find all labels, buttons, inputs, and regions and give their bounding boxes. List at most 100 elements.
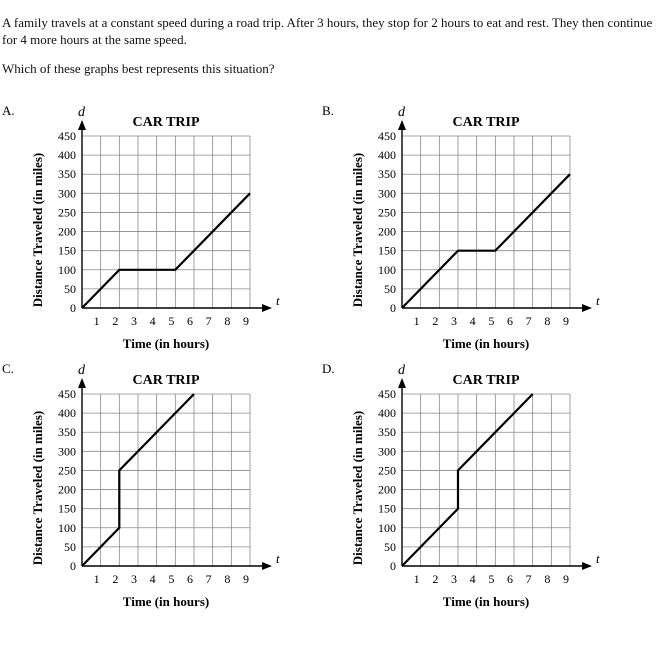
y-tick-label: 400 bbox=[378, 148, 396, 162]
y-axis-letter: d bbox=[78, 363, 86, 378]
x-tick-label: 1 bbox=[94, 572, 100, 586]
x-tick-label: 1 bbox=[414, 572, 420, 586]
x-tick-label: 6 bbox=[507, 572, 513, 586]
y-tick-label: 100 bbox=[378, 521, 396, 535]
chart-svg-3: D. t d CAR TRIP 0 50 100 150 200 250 300 350 400 450 1… bbox=[322, 361, 600, 609]
y-tick-label: 100 bbox=[58, 263, 76, 277]
chart-svg-2: C. t d CAR TRIP 0 50 100 150 200 250 300 350 400 450 1… bbox=[2, 361, 280, 609]
y-tick-label: 250 bbox=[58, 205, 76, 219]
series-line-trip bbox=[401, 173, 571, 309]
x-tick-label: 8 bbox=[544, 572, 550, 586]
x-tick-label: 9 bbox=[563, 314, 569, 328]
y-axis-label: Distance Traveled (in miles) bbox=[350, 153, 365, 307]
x-tick-label: 9 bbox=[243, 572, 249, 586]
x-axis-label: Time (in hours) bbox=[443, 336, 529, 351]
x-tick-label: 5 bbox=[488, 314, 494, 328]
y-axis-letter: d bbox=[398, 105, 406, 120]
x-tick-label: 5 bbox=[168, 572, 174, 586]
graph-option-c[interactable]: C. t d CAR TRIP 0 50 100 150 200 250 300 350 400 450 1… bbox=[0, 358, 300, 618]
x-tick-label: 1 bbox=[414, 314, 420, 328]
y-tick-label: 400 bbox=[378, 406, 396, 420]
x-axis-label: Time (in hours) bbox=[123, 336, 209, 351]
grid bbox=[82, 393, 251, 566]
chart-title: CAR TRIP bbox=[132, 115, 199, 130]
y-axis-label: Distance Traveled (in miles) bbox=[350, 411, 365, 565]
y-tick-label: 450 bbox=[58, 387, 76, 401]
y-tick-label: 450 bbox=[378, 129, 396, 143]
x-tick-label: 4 bbox=[470, 572, 476, 586]
chart-svg-1: B. t d CAR TRIP 0 50 100 150 200 250 300 350 400 450 1… bbox=[322, 103, 600, 351]
y-tick-label: 50 bbox=[64, 540, 76, 554]
option-label: D. bbox=[322, 361, 335, 376]
x-tick-label: 7 bbox=[206, 314, 212, 328]
grid bbox=[402, 135, 571, 308]
x-tick-label: 4 bbox=[150, 314, 156, 328]
option-label: C. bbox=[2, 361, 14, 376]
y-tick-label: 200 bbox=[58, 225, 76, 239]
series-line-trip bbox=[81, 393, 195, 567]
y-axis-arrow-icon bbox=[398, 120, 406, 130]
option-label: A. bbox=[2, 103, 15, 118]
y-tick-label: 300 bbox=[58, 186, 76, 200]
y-axis-label: Distance Traveled (in miles) bbox=[30, 411, 45, 565]
x-axis-arrow-icon bbox=[262, 562, 272, 570]
x-axis-letter: t bbox=[596, 551, 600, 566]
x-axis-letter: t bbox=[276, 551, 280, 566]
graph-option-b[interactable]: B. t d CAR TRIP 0 50 100 150 200 250 300 350 400 450 1… bbox=[320, 100, 620, 360]
option-label: B. bbox=[322, 103, 334, 118]
question-prompt: Which of these graphs best represents th… bbox=[2, 61, 275, 76]
x-axis-label: Time (in hours) bbox=[123, 594, 209, 609]
x-axis-arrow-icon bbox=[262, 304, 272, 312]
x-axis-arrow-icon bbox=[582, 562, 592, 570]
x-axis-letter: t bbox=[276, 293, 280, 308]
y-tick-label: 0 bbox=[70, 559, 76, 573]
y-tick-label: 450 bbox=[58, 129, 76, 143]
x-tick-label: 7 bbox=[526, 572, 532, 586]
x-tick-label: 3 bbox=[451, 314, 457, 328]
x-tick-label: 5 bbox=[488, 572, 494, 586]
y-tick-label: 250 bbox=[378, 205, 396, 219]
x-tick-label: 2 bbox=[432, 572, 438, 586]
x-tick-label: 2 bbox=[112, 572, 118, 586]
graph-option-d[interactable]: D. t d CAR TRIP 0 50 100 150 200 250 300 350 400 450 1… bbox=[320, 358, 620, 618]
y-tick-label: 300 bbox=[58, 444, 76, 458]
chart-title: CAR TRIP bbox=[452, 115, 519, 130]
x-tick-label: 6 bbox=[187, 314, 193, 328]
y-axis-label: Distance Traveled (in miles) bbox=[30, 153, 45, 307]
y-tick-label: 250 bbox=[58, 463, 76, 477]
series-line-trip bbox=[81, 192, 251, 309]
x-tick-label: 7 bbox=[526, 314, 532, 328]
y-tick-label: 50 bbox=[384, 282, 396, 296]
graph-option-a[interactable]: A. t d CAR TRIP 0 50 100 150 200 250 300 350 400 450 1… bbox=[0, 100, 300, 360]
x-tick-label: 2 bbox=[112, 314, 118, 328]
y-tick-label: 200 bbox=[58, 483, 76, 497]
y-tick-label: 150 bbox=[378, 502, 396, 516]
x-tick-label: 8 bbox=[224, 314, 230, 328]
series-line-trip bbox=[401, 393, 534, 567]
x-tick-label: 5 bbox=[168, 314, 174, 328]
x-tick-label: 6 bbox=[507, 314, 513, 328]
y-tick-label: 150 bbox=[58, 244, 76, 258]
chart-title: CAR TRIP bbox=[452, 373, 519, 388]
x-axis-arrow-icon bbox=[582, 304, 592, 312]
y-tick-label: 350 bbox=[378, 425, 396, 439]
x-tick-label: 4 bbox=[150, 572, 156, 586]
x-tick-label: 1 bbox=[94, 314, 100, 328]
x-tick-label: 8 bbox=[224, 572, 230, 586]
y-tick-label: 400 bbox=[58, 406, 76, 420]
y-tick-label: 0 bbox=[390, 301, 396, 315]
x-tick-label: 3 bbox=[131, 314, 137, 328]
x-tick-label: 7 bbox=[206, 572, 212, 586]
y-tick-label: 100 bbox=[378, 263, 396, 277]
y-axis-arrow-icon bbox=[398, 378, 406, 388]
y-tick-label: 350 bbox=[378, 167, 396, 181]
question-text: A family travels at a constant speed dur… bbox=[2, 15, 653, 47]
y-tick-label: 150 bbox=[58, 502, 76, 516]
y-axis-letter: d bbox=[78, 105, 86, 120]
y-tick-label: 400 bbox=[58, 148, 76, 162]
x-tick-label: 4 bbox=[470, 314, 476, 328]
y-tick-label: 300 bbox=[378, 444, 396, 458]
y-axis-arrow-icon bbox=[78, 120, 86, 130]
grid bbox=[402, 393, 571, 566]
x-axis-letter: t bbox=[596, 293, 600, 308]
